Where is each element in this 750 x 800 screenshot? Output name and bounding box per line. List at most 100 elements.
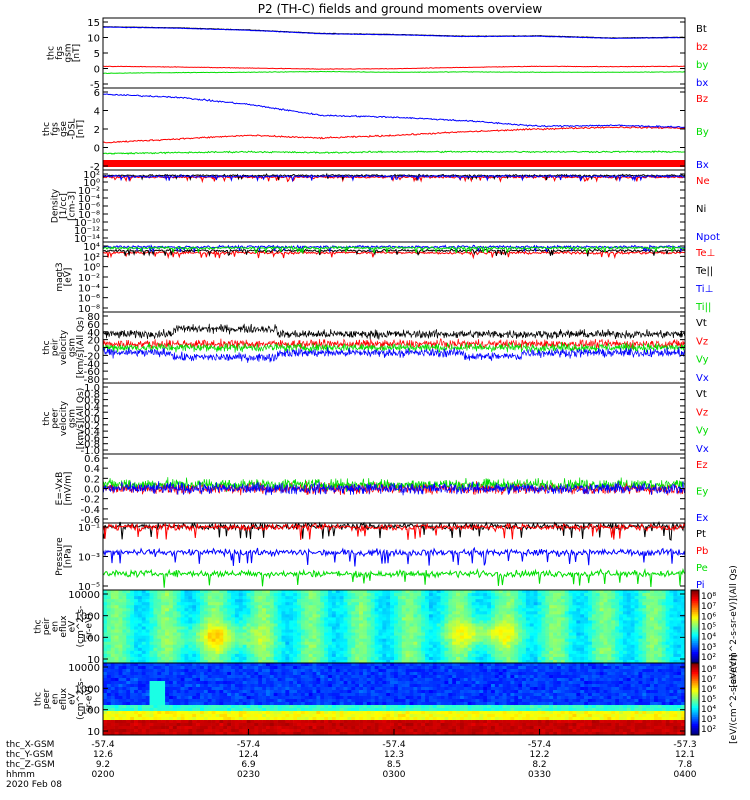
heatmap-cell (250, 623, 255, 627)
heatmap-cell (114, 638, 119, 643)
heatmap-cell (203, 638, 209, 643)
heatmap-cell (471, 635, 476, 639)
heatmap-cell (584, 644, 589, 649)
heatmap-cell (661, 626, 666, 630)
heatmap-cell (304, 608, 309, 612)
heatmap-cell (223, 720, 228, 724)
colorbar-cell (691, 619, 699, 622)
heatmap-cell (172, 711, 178, 715)
heatmap-cell (246, 647, 251, 652)
heatmap-cell (211, 711, 216, 715)
heatmap-cell (130, 723, 135, 727)
heatmap-cell (118, 690, 123, 694)
heatmap-cell (126, 711, 131, 715)
heatmap-cell (355, 614, 360, 618)
heatmap-cell (642, 653, 647, 658)
heatmap-cell (428, 590, 434, 594)
heatmap-cell (149, 693, 154, 697)
heatmap-cell (518, 605, 523, 609)
heatmap-cell (168, 711, 174, 715)
heatmap-cell (227, 678, 232, 682)
heatmap-cell (359, 653, 364, 658)
heatmap-cell (153, 653, 158, 658)
heatmap-cell (525, 620, 531, 624)
heatmap-cell (118, 620, 123, 624)
heatmap-cell (611, 605, 616, 609)
heatmap-cell (607, 650, 612, 655)
heatmap-cell (351, 623, 356, 627)
heatmap-cell (533, 626, 538, 630)
heatmap-cell (103, 620, 108, 624)
heatmap-cell (207, 696, 212, 700)
heatmap-cell (630, 629, 635, 633)
heatmap-cell (366, 650, 372, 655)
heatmap-cell (161, 723, 166, 727)
heatmap-cell (580, 641, 585, 646)
heatmap-cell (615, 599, 620, 603)
heatmap-cell (281, 602, 286, 606)
heatmap-cell (479, 626, 484, 630)
heatmap-cell (506, 617, 511, 621)
heatmap-cell (572, 614, 577, 618)
heatmap-cell (215, 714, 220, 718)
heatmap-cell (677, 632, 682, 636)
heatmap-cell (250, 593, 255, 597)
heatmap-cell (646, 653, 651, 658)
heatmap-cell (405, 638, 410, 643)
heatmap-cell (304, 599, 309, 603)
heatmap-cell (483, 623, 488, 627)
heatmap-cell (293, 608, 298, 612)
heatmap-cell (491, 593, 496, 597)
heatmap-cell (335, 620, 340, 624)
y-label-line: Density (51, 188, 61, 223)
heatmap-cell (448, 590, 453, 594)
heatmap-cell (141, 599, 146, 603)
heatmap-cell (409, 653, 414, 658)
colorbar-cell (691, 597, 699, 600)
heatmap-cell (320, 602, 325, 606)
heatmap-cell (653, 605, 659, 609)
heatmap-cell (215, 693, 220, 697)
heatmap-cell (246, 635, 251, 639)
heatmap-cell (638, 659, 643, 664)
heatmap-cell (502, 611, 507, 615)
heatmap-cell (200, 608, 205, 612)
heatmap-cell (646, 605, 651, 609)
heatmap-cell (409, 590, 414, 594)
heatmap-cell (428, 608, 434, 612)
heatmap-cell (106, 599, 112, 603)
heatmap-cell (611, 635, 616, 639)
heatmap-cell (366, 593, 372, 597)
series-fgs-bx (102, 26, 685, 40)
heatmap-cell (188, 656, 193, 661)
heatmap-cell (467, 644, 472, 649)
heatmap-cell (207, 656, 212, 661)
heatmap-cell (463, 596, 469, 600)
heatmap-cell (153, 678, 158, 682)
heatmap-cell (165, 608, 170, 612)
heatmap-cell (269, 711, 275, 715)
heatmap-cell (514, 629, 519, 633)
heatmap-cell (265, 641, 271, 646)
heatmap-cell (106, 623, 112, 627)
heatmap-cell (130, 623, 135, 627)
heatmap-cell (386, 650, 391, 655)
heatmap-cell (184, 666, 189, 670)
heatmap-cell (673, 593, 678, 597)
heatmap-cell (141, 614, 146, 618)
heatmap-cell (110, 659, 115, 664)
heatmap-cell (576, 605, 581, 609)
heatmap-cell (370, 623, 375, 627)
heatmap-cell (479, 611, 484, 615)
heatmap-cell (234, 590, 240, 594)
heatmap-cell (397, 596, 403, 600)
heatmap-cell (661, 635, 666, 639)
heatmap-cell (137, 732, 143, 736)
heatmap-cell (359, 635, 364, 639)
heatmap-cell (316, 611, 321, 615)
heatmap-cell (386, 638, 391, 643)
heatmap-cell (657, 617, 663, 621)
heatmap-cell (242, 729, 247, 733)
heatmap-cell (390, 647, 395, 652)
heatmap-cell (114, 720, 119, 724)
